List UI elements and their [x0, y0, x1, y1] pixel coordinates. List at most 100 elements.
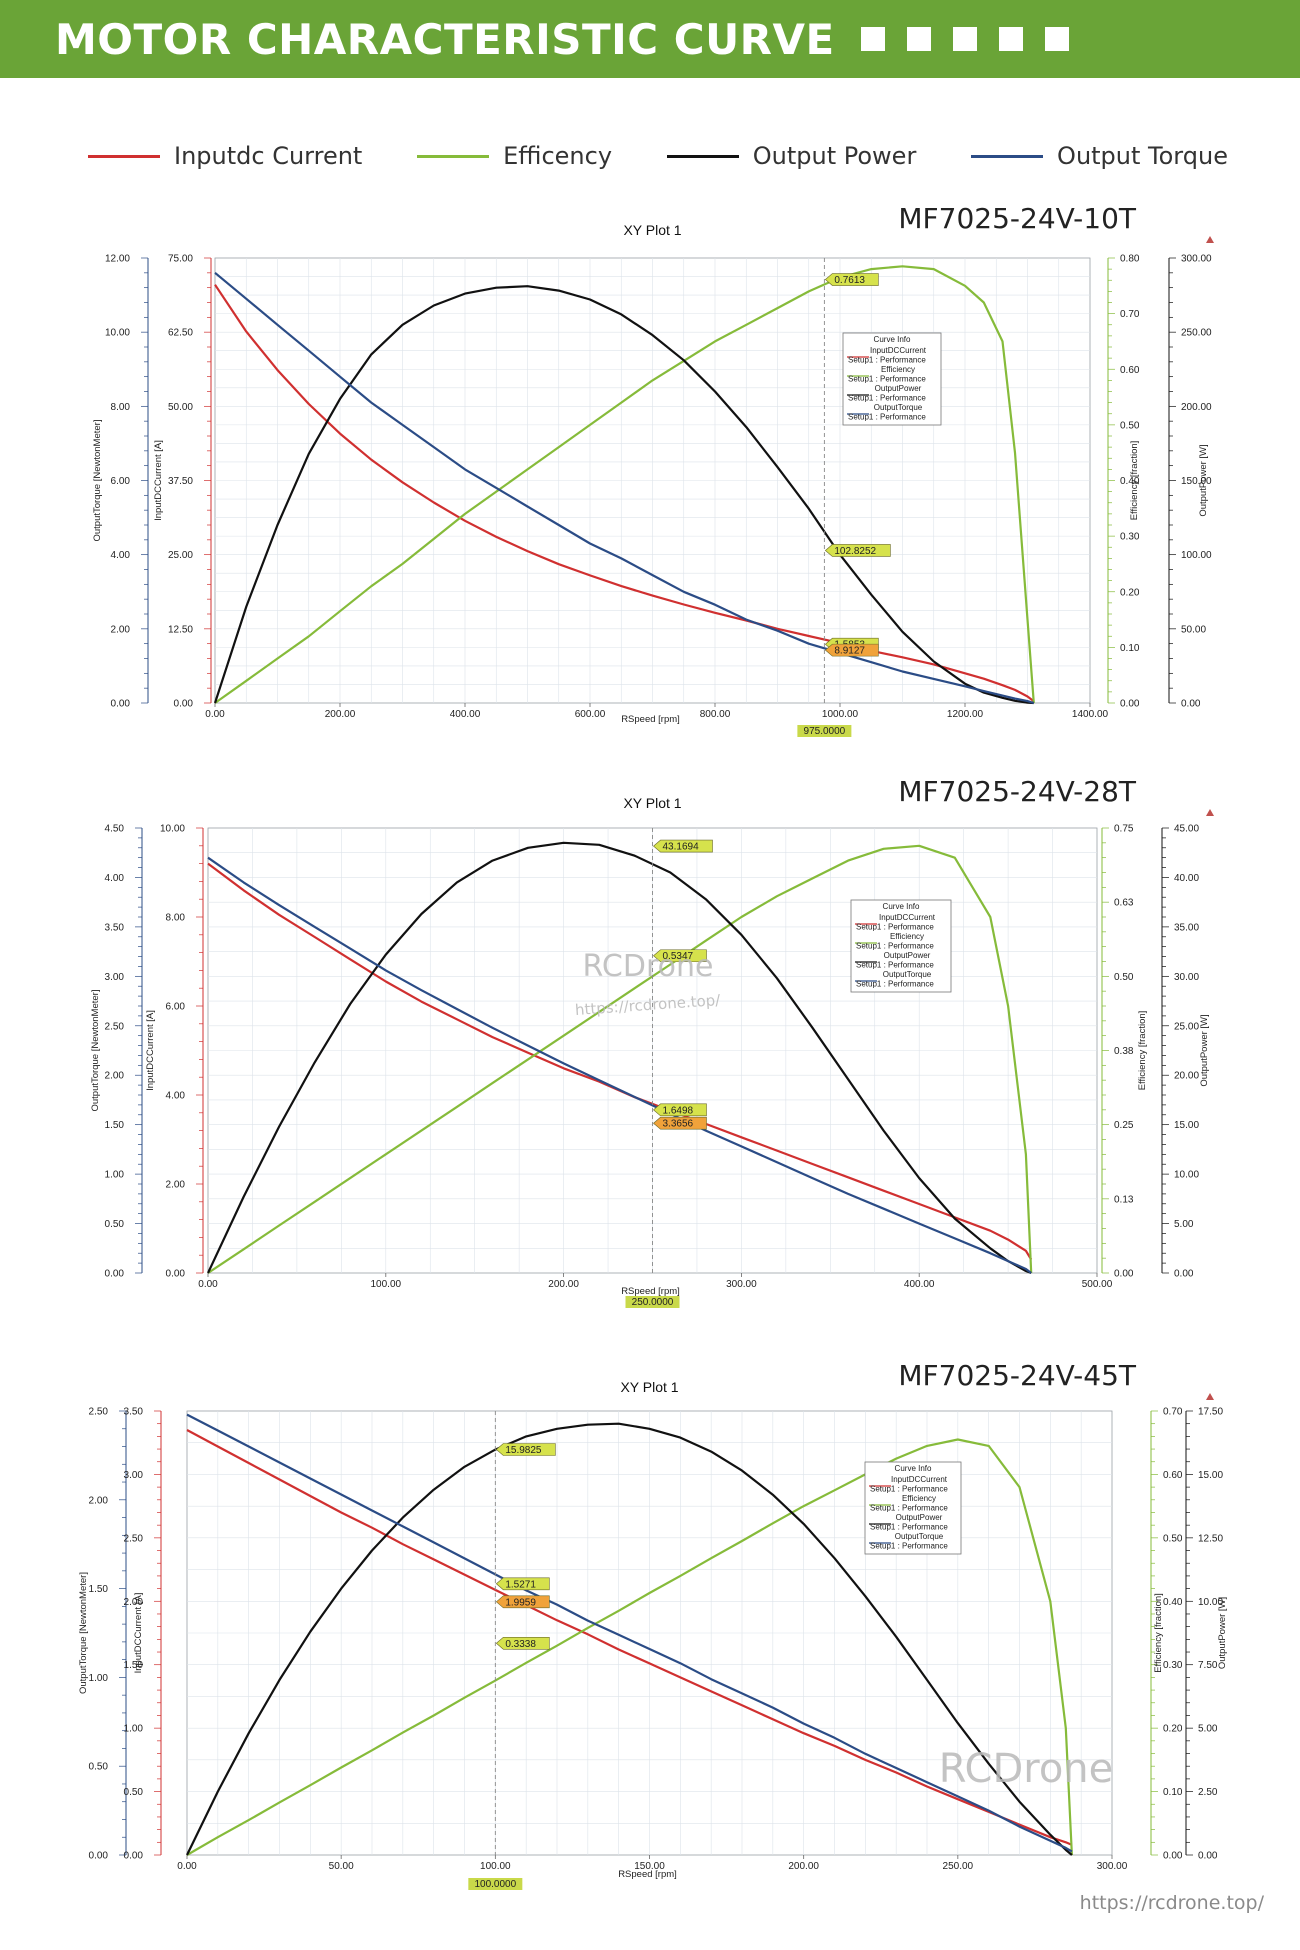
- x-tick-label: 200.00: [788, 1861, 819, 1872]
- marker-label: 8.9127: [834, 646, 865, 657]
- x-axis-title: RSpeed [rpm]: [618, 1869, 677, 1880]
- y-tick-label: 62.50: [168, 328, 193, 339]
- y-axis-title: OutputTorque [NewtonMeter]: [92, 420, 103, 542]
- y-tick-label: 2.00: [166, 1180, 186, 1191]
- y-tick-label: 50.00: [168, 402, 193, 413]
- marker-label-bg: [653, 1116, 707, 1130]
- legend-label: Inputdc Current: [174, 142, 363, 170]
- y-axis-title: Efficiency [fraction]: [1137, 1011, 1148, 1091]
- x-tick-label: 150.00: [634, 1861, 665, 1872]
- y-tick-label: 15.00: [1198, 1470, 1223, 1481]
- y-tick-label: 300.00: [1181, 254, 1212, 265]
- y-tick-label: 1.00: [105, 1170, 125, 1181]
- series-line-efficiency: [186, 1438, 1073, 1856]
- y-tick-label: 0.25: [1114, 1120, 1134, 1131]
- y-axis-title: InputDCCurrent [A]: [145, 1010, 156, 1091]
- y-tick-label: 0.80: [1120, 254, 1140, 265]
- watermark-brand: RCDrone: [939, 1746, 1114, 1792]
- y-tick-label: 2.50: [105, 1021, 125, 1032]
- legend-label: Output Power: [752, 142, 917, 170]
- curve-info-row: Setup1 : Performance: [848, 413, 926, 422]
- curve-info-row: Efficiency: [881, 365, 915, 374]
- y-tick-label: 0.63: [1114, 898, 1134, 909]
- x-tick-label: 600.00: [575, 709, 606, 720]
- square-icon: [952, 27, 977, 51]
- plot-title: XY Plot 1: [623, 222, 681, 238]
- curve-info-row: OutputPower: [884, 951, 931, 960]
- square-icon: [1044, 27, 1069, 51]
- corner-marker-icon: [1206, 236, 1214, 243]
- corner-marker-icon: [1206, 809, 1214, 816]
- y-tick-label: 0.00: [1198, 1851, 1218, 1862]
- y-tick-label: 2.00: [111, 624, 131, 635]
- y-tick-label: 0.20: [1163, 1724, 1183, 1735]
- marker-x-label-bg: [625, 1296, 680, 1308]
- marker-label-bg: [653, 1103, 707, 1117]
- series-line-current: [186, 1429, 1073, 1846]
- x-tick-label: 100.00: [371, 1279, 402, 1290]
- y-tick-label: 50.00: [1181, 624, 1206, 635]
- series-line-power: [213, 285, 1034, 705]
- marker-x-label-bg: [468, 1878, 523, 1890]
- y-tick-label: 0.70: [1163, 1407, 1183, 1418]
- x-tick-label: 1200.00: [947, 709, 984, 720]
- curve-info-row: OutputTorque: [874, 403, 923, 412]
- y-tick-label: 0.00: [111, 699, 131, 710]
- footer-url: https://rcdrone.top/: [1079, 1892, 1264, 1914]
- curve-info-row: OutputPower: [896, 1513, 943, 1522]
- curve-info-row: Setup1 : Performance: [856, 980, 934, 989]
- y-tick-label: 0.20: [1120, 587, 1140, 598]
- y-tick-label: 3.00: [124, 1470, 144, 1481]
- x-tick-label: 300.00: [1097, 1861, 1128, 1872]
- y-tick-label: 17.50: [1198, 1407, 1223, 1418]
- legend-swatch: [666, 154, 739, 158]
- marker-label: 0.7613: [834, 275, 865, 286]
- curve-info-row: Setup1 : Performance: [870, 1504, 948, 1513]
- x-axis-title: RSpeed [rpm]: [621, 714, 680, 725]
- curve-info-row: InputDCCurrent: [870, 346, 927, 355]
- y-tick-label: 0.70: [1120, 309, 1140, 320]
- y-tick-label: 10.00: [1198, 1597, 1223, 1608]
- marker-label-bg: [824, 643, 879, 657]
- y-tick-label: 75.00: [168, 254, 193, 265]
- marker-label: 0.3338: [505, 1639, 536, 1650]
- y-tick-label: 0.00: [1181, 699, 1201, 710]
- x-tick-label: 300.00: [726, 1279, 757, 1290]
- y-tick-label: 0.10: [1163, 1787, 1183, 1798]
- x-tick-label: 800.00: [700, 709, 731, 720]
- x-tick-label: 0.00: [198, 1279, 218, 1290]
- y-tick-label: 15.00: [1174, 1120, 1199, 1131]
- y-tick-label: 2.00: [124, 1597, 144, 1608]
- y-tick-label: 20.00: [1174, 1071, 1199, 1082]
- y-tick-label: 37.50: [168, 476, 193, 487]
- marker-label: 1.5271: [505, 1579, 536, 1590]
- curve-info-row: Setup1 : Performance: [848, 375, 926, 384]
- y-axis-title: Efficiency [fraction]: [1129, 441, 1140, 521]
- y-tick-label: 4.00: [166, 1091, 186, 1102]
- marker-label-bg: [824, 273, 879, 286]
- series-line-efficiency: [214, 265, 1035, 704]
- y-tick-label: 0.60: [1163, 1470, 1183, 1481]
- marker-label-bg: [824, 544, 891, 557]
- y-tick-label: 45.00: [1174, 824, 1199, 835]
- marker-label: 1.9959: [505, 1597, 536, 1608]
- y-tick-label: 40.00: [1174, 873, 1199, 884]
- y-axis-title: InputDCCurrent [A]: [133, 1593, 144, 1674]
- y-tick-label: 12.00: [105, 254, 130, 265]
- square-icon: [906, 27, 931, 51]
- marker-x-label-bg: [797, 725, 852, 737]
- marker-label-bg: [495, 1577, 550, 1591]
- x-tick-label: 50.00: [329, 1861, 354, 1872]
- curve-info-row: InputDCCurrent: [891, 1475, 948, 1484]
- marker-label-bg: [653, 949, 707, 963]
- chart-10t: MF7025-24V-10T XY Plot 1 0.00 200.00 400.00 6…: [92, 205, 1214, 737]
- x-tick-label: 500.00: [1082, 1279, 1113, 1290]
- y-tick-label: 2.00: [105, 1071, 125, 1082]
- x-tick-label: 250.00: [943, 1861, 974, 1872]
- legend-item-current: Inputdc Current: [88, 142, 362, 170]
- y-axis-title: OutputPower [W]: [1199, 1014, 1210, 1086]
- y-tick-label: 0.13: [1114, 1194, 1134, 1205]
- corner-marker-icon: [1206, 1393, 1214, 1400]
- curve-info-row: Efficiency: [902, 1494, 936, 1503]
